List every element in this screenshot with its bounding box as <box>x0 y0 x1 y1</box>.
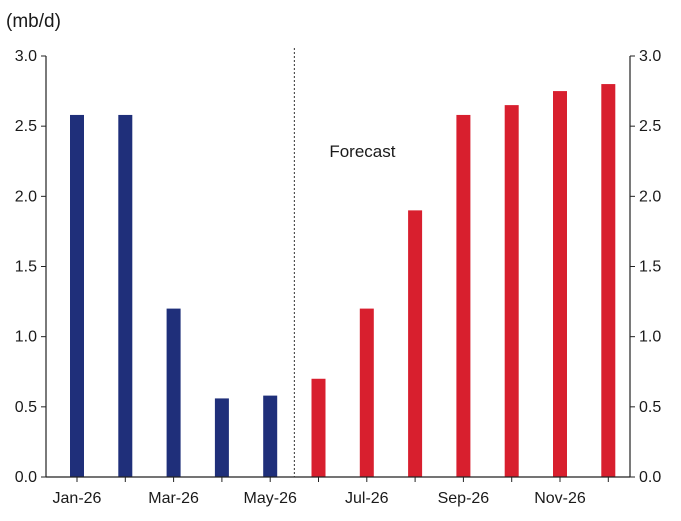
x-tick-label: Mar-26 <box>148 490 199 507</box>
right-y-tick-label: 1.5 <box>639 259 661 276</box>
right-y-tick-label: 1.0 <box>639 329 661 346</box>
left-y-tick-label: 2.0 <box>15 188 37 205</box>
left-y-tick-label: 3.0 <box>15 48 37 65</box>
right-y-tick-label: 2.0 <box>639 188 661 205</box>
right-y-tick-label: 0.0 <box>639 469 661 486</box>
left-y-axis: 0.0 0.5 1.0 1.5 2.0 2.5 3.0 <box>15 48 46 486</box>
x-axis: Jan-26 Mar-26 May-26 Jul-26 Sep-26 Nov-26 <box>53 477 609 507</box>
forecast-bar <box>601 84 616 478</box>
right-y-tick-label: 0.5 <box>639 399 661 416</box>
x-tick-label: Jul-26 <box>345 490 389 507</box>
forecast-bar <box>504 105 519 477</box>
actual-bar <box>263 395 278 477</box>
x-tick-label: Jan-26 <box>53 490 102 507</box>
left-y-tick-label: 0.5 <box>15 399 37 416</box>
forecast-bar <box>456 114 471 477</box>
actual-bar <box>70 114 84 477</box>
right-y-tick-label: 3.0 <box>639 48 661 65</box>
right-y-axis: 0.0 0.5 1.0 1.5 2.0 2.5 3.0 <box>630 48 661 486</box>
x-tick-label: May-26 <box>244 490 297 507</box>
bar-series <box>70 84 616 478</box>
forecast-marker: Forecast <box>293 48 396 477</box>
left-y-tick-label: 2.5 <box>15 118 37 135</box>
x-tick-label: Nov-26 <box>534 490 586 507</box>
forecast-bar <box>311 378 326 477</box>
left-y-tick-label: 0.0 <box>15 469 37 486</box>
left-y-tick-label: 1.5 <box>15 259 37 276</box>
forecast-bar <box>553 91 567 477</box>
actual-bar <box>166 308 181 477</box>
right-y-tick-label: 2.5 <box>639 118 661 135</box>
y-axis-unit-label: (mb/d) <box>6 11 61 32</box>
axes-frame <box>45 56 631 478</box>
left-y-tick-label: 1.0 <box>15 329 37 346</box>
forecast-bar <box>408 210 423 477</box>
x-tick-label: Sep-26 <box>438 490 490 507</box>
forecast-annotation: Forecast <box>329 142 395 161</box>
actual-bar <box>118 114 133 477</box>
actual-bar <box>214 398 229 477</box>
forecast-bar <box>359 308 374 477</box>
